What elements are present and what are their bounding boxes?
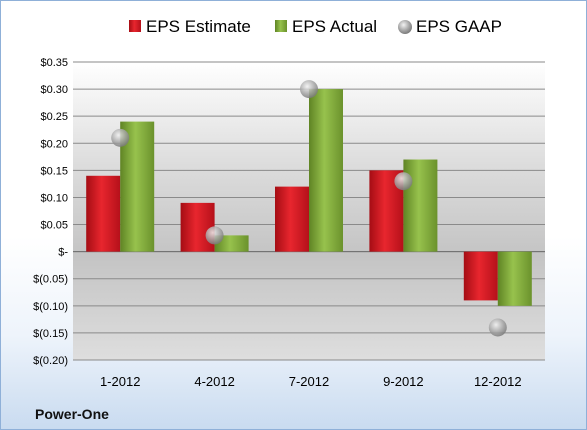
legend-marker-eps-gaap [398, 20, 412, 34]
bar-eps-estimate [463, 251, 498, 301]
x-tick-label: 1-2012 [100, 374, 140, 389]
company-name: Power-One [35, 406, 109, 422]
legend-label-eps-gaap: EPS GAAP [416, 17, 502, 36]
legend-item-eps-estimate: EPS Estimate [129, 17, 251, 36]
y-tick-label: $0.05 [40, 220, 68, 232]
bar-eps-actual [214, 235, 249, 252]
bars [86, 89, 532, 306]
point-eps-gaap [111, 128, 130, 147]
legend-swatch-eps-estimate [129, 20, 141, 32]
bar-eps-actual [309, 89, 343, 252]
point-eps-gaap [205, 226, 224, 245]
legend-label-eps-estimate: EPS Estimate [146, 17, 251, 36]
y-axis-labels: $0.35 $0.30 $0.25 $0.20 $0.15 $0.10 $0.05 $- $(0… [33, 57, 68, 367]
legend: EPS Estimate EPS Actual EPS GAAP [129, 17, 502, 36]
point-eps-gaap [488, 318, 507, 337]
bar-eps-estimate [86, 175, 121, 252]
y-tick-label: $(0.20) [33, 355, 68, 367]
legend-item-eps-gaap: EPS GAAP [398, 17, 502, 36]
bar-eps-estimate [275, 186, 309, 252]
y-tick-label: $(0.10) [33, 301, 68, 313]
y-tick-label: $0.10 [40, 192, 68, 204]
x-tick-label: 4-2012 [194, 374, 234, 389]
point-eps-gaap [300, 80, 318, 99]
legend-swatch-eps-actual [275, 20, 287, 32]
bar-eps-actual [497, 251, 532, 306]
gaap-points [111, 80, 507, 337]
y-tick-label: $0.25 [40, 111, 68, 123]
y-tick-label: $0.30 [40, 84, 68, 96]
bar-eps-estimate [180, 202, 215, 252]
y-tick-label: $(0.05) [33, 274, 68, 286]
bar-eps-actual [403, 159, 438, 252]
x-tick-label: 7-2012 [289, 374, 329, 389]
x-axis-labels: 1-2012 4-2012 7-2012 9-2012 12-2012 [100, 374, 522, 389]
point-eps-gaap [394, 172, 413, 191]
x-tick-label: 9-2012 [383, 374, 423, 389]
y-tick-label: $- [58, 247, 68, 259]
legend-label-eps-actual: EPS Actual [292, 17, 377, 36]
x-tick-label: 12-2012 [474, 374, 522, 389]
legend-item-eps-actual: EPS Actual [275, 17, 377, 36]
y-tick-label: $0.15 [40, 165, 68, 177]
y-tick-label: $0.35 [40, 57, 68, 69]
y-tick-label: $(0.15) [33, 328, 68, 340]
y-tick-label: $0.20 [40, 138, 68, 150]
